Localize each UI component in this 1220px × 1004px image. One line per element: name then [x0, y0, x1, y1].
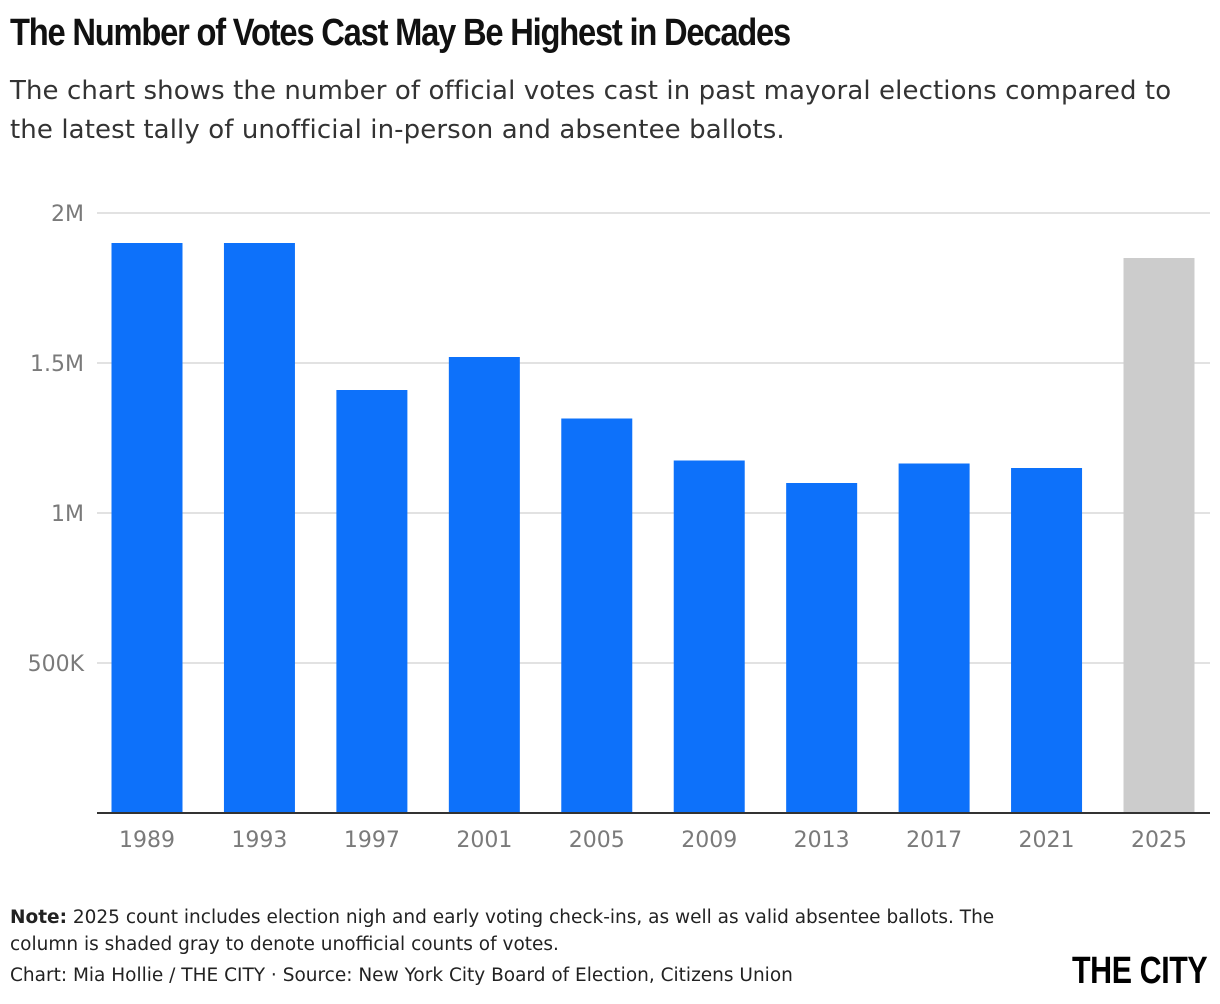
x-tick-label: 2013 — [794, 828, 850, 853]
y-axis-tick-labels: 500K 1M 1.5M 2M — [28, 202, 85, 677]
x-tick-label: 2025 — [1131, 828, 1187, 853]
bar-1997 — [336, 390, 408, 813]
the-city-logo: THE CITY — [1072, 950, 1208, 992]
note-label: Note: — [10, 907, 67, 928]
bar-2001 — [448, 357, 520, 813]
bar-1989 — [111, 243, 183, 813]
bar-2013 — [786, 483, 858, 813]
y-tick-label: 1M — [51, 502, 84, 527]
x-tick-label: 2009 — [681, 828, 737, 853]
chart-title: The Number of Votes Cast May Be Highest … — [10, 12, 791, 54]
bars — [111, 243, 1195, 813]
x-tick-label: 2021 — [1019, 828, 1075, 853]
note-text: 2025 count includes election nigh and ea… — [10, 907, 995, 955]
x-tick-label: 2001 — [456, 828, 512, 853]
bar-1993 — [223, 243, 295, 813]
chart-credit: Chart: Mia Hollie / THE CITY · Source: N… — [10, 965, 793, 986]
bar-2009 — [673, 460, 745, 813]
x-tick-label: 1989 — [119, 828, 175, 853]
x-tick-label: 1993 — [231, 828, 287, 853]
bar-chart: 500K 1M 1.5M 2M 1989 1993 1997 2001 2005 2009 201… — [28, 202, 1210, 853]
chart-note: Note: 2025 count includes election nigh … — [10, 904, 1020, 958]
bar-2025 — [1123, 258, 1195, 813]
x-tick-label: 2005 — [569, 828, 625, 853]
y-tick-label: 1.5M — [30, 352, 84, 377]
bar-2005 — [561, 418, 633, 813]
bar-2021 — [1011, 468, 1083, 813]
x-axis-tick-labels: 1989 1993 1997 2001 2005 2009 2013 2017 2021 2025 — [119, 828, 1187, 853]
bar-2017 — [898, 463, 970, 813]
x-tick-label: 1997 — [344, 828, 400, 853]
chart-subtitle: The chart shows the number of official v… — [10, 76, 1172, 145]
y-tick-label: 2M — [51, 202, 84, 227]
x-tick-label: 2017 — [906, 828, 962, 853]
y-tick-label: 500K — [28, 652, 85, 677]
